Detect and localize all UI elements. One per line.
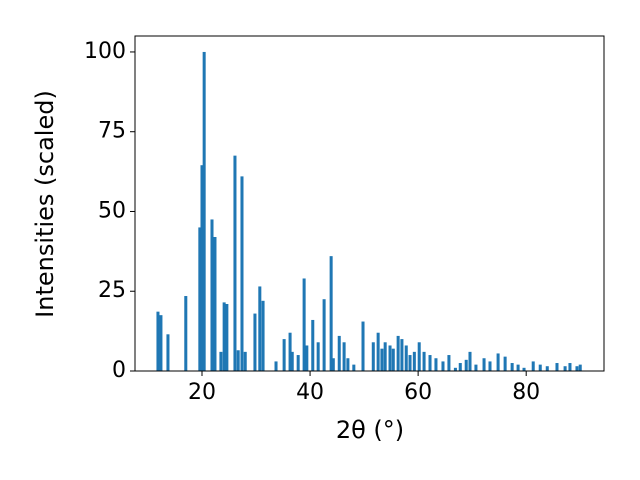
bar <box>337 335 341 371</box>
y-tick-label: 50 <box>98 198 126 223</box>
bar <box>482 358 486 371</box>
bar <box>388 345 392 371</box>
bar <box>458 363 462 371</box>
bar <box>258 286 262 371</box>
bar <box>346 358 350 371</box>
x-tick-label: 60 <box>404 380 432 405</box>
bar <box>563 366 567 371</box>
bar <box>166 334 170 371</box>
bar <box>408 355 412 371</box>
bar <box>447 355 451 371</box>
bar <box>555 363 559 371</box>
bar <box>531 361 535 371</box>
y-axis-label: Intensities (scaled) <box>31 90 59 318</box>
bar <box>391 348 395 371</box>
bar <box>371 342 375 371</box>
bar <box>434 358 438 371</box>
bar <box>516 364 520 371</box>
y-tick-label: 0 <box>112 358 126 383</box>
x-tick-label: 80 <box>512 380 540 405</box>
bar <box>380 348 384 371</box>
bar <box>202 51 206 371</box>
bar <box>453 367 457 371</box>
bar <box>578 364 582 371</box>
x-axis-label: 2θ (°) <box>336 416 404 444</box>
bar <box>243 351 247 371</box>
bar <box>316 342 320 371</box>
bar <box>496 353 500 371</box>
bar <box>503 356 507 371</box>
bar <box>200 165 204 371</box>
bar <box>417 342 421 371</box>
bar <box>545 366 549 371</box>
bar <box>468 351 472 371</box>
bar <box>213 237 217 371</box>
bar <box>342 342 346 371</box>
bar <box>311 319 315 371</box>
bar <box>233 155 237 371</box>
bar <box>575 366 579 371</box>
bar <box>240 176 244 371</box>
bar <box>322 299 326 371</box>
bar <box>261 300 265 371</box>
bar <box>396 335 400 371</box>
bar <box>488 361 492 371</box>
bar <box>404 345 408 371</box>
bar <box>198 227 202 371</box>
bar <box>225 304 229 371</box>
bar <box>538 364 542 371</box>
bar <box>441 361 445 371</box>
bar <box>296 355 300 371</box>
bar <box>329 256 333 371</box>
x-tick-label: 20 <box>188 380 216 405</box>
bar <box>464 359 468 371</box>
bar <box>290 351 294 371</box>
bar <box>156 311 160 371</box>
bar <box>400 339 404 371</box>
bar <box>474 364 478 371</box>
bar <box>510 363 514 371</box>
bar <box>522 367 526 371</box>
bar <box>568 363 572 371</box>
bar <box>288 332 292 371</box>
bar <box>376 332 380 371</box>
bar <box>282 339 286 371</box>
bar <box>236 350 240 371</box>
y-tick-label: 75 <box>98 119 126 144</box>
bar <box>422 351 426 371</box>
x-tick-label: 40 <box>296 380 324 405</box>
bar <box>274 361 278 371</box>
bar <box>159 315 163 371</box>
bar <box>331 358 335 371</box>
y-tick-label: 100 <box>84 39 126 64</box>
bar <box>302 278 306 371</box>
bar <box>253 313 257 371</box>
bar <box>219 351 223 371</box>
y-tick-label: 25 <box>98 278 126 303</box>
bar <box>210 219 214 371</box>
bar <box>383 342 387 371</box>
bar <box>412 351 416 371</box>
bar <box>361 321 365 371</box>
bar <box>222 302 226 371</box>
bar <box>428 355 432 371</box>
bar <box>184 296 188 371</box>
bar <box>305 345 309 371</box>
bar <box>352 364 356 371</box>
plot-frame <box>134 35 605 372</box>
